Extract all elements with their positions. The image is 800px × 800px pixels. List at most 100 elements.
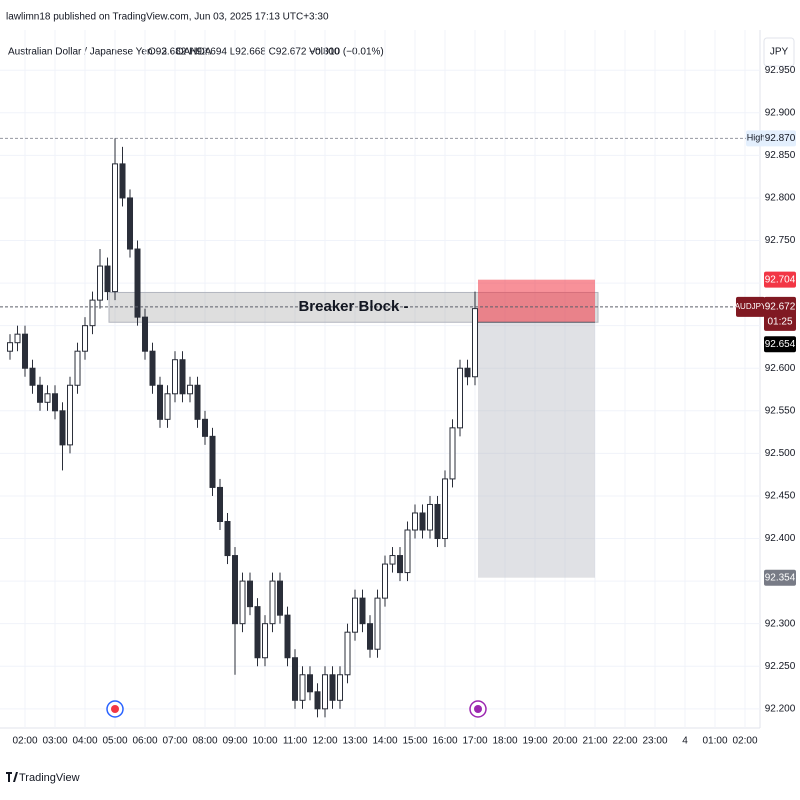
candle-body: [67, 384, 74, 446]
candle-body: [374, 597, 381, 650]
y-tick-label: 92.200: [765, 703, 796, 714]
candle-body: [127, 197, 134, 250]
candle-body: [119, 163, 126, 199]
countdown: 01:25: [767, 317, 792, 328]
event-icon-dot: [111, 705, 120, 713]
footer: TradingView: [19, 772, 80, 784]
x-tick-label: 10:00: [252, 736, 277, 747]
y-tick-label: 92.850: [765, 150, 796, 161]
plot: [0, 30, 760, 728]
candle-body: [389, 555, 396, 565]
candle-body: [397, 555, 404, 574]
candle-body: [292, 657, 299, 701]
candle-body: [449, 427, 456, 480]
candle-body: [457, 367, 464, 429]
candle-body: [277, 580, 284, 616]
last-price: 92.672: [765, 302, 796, 313]
candle-body: [382, 563, 389, 599]
candle-body: [254, 606, 261, 659]
high-value: 92.870: [765, 133, 796, 144]
x-tick-label: 01:00: [702, 736, 727, 747]
y-tick-label: 92.400: [765, 533, 796, 544]
x-tick-label: 06:00: [132, 736, 157, 747]
candle-body: [472, 308, 479, 378]
candle-body: [322, 674, 329, 710]
target-zone: [478, 322, 596, 578]
candle-body: [112, 163, 119, 293]
high-tag: High: [747, 133, 766, 143]
x-tick-label: 20:00: [552, 736, 577, 747]
y-tick-label: 92.300: [765, 618, 796, 629]
candle-body: [37, 384, 44, 403]
candle-body: [464, 367, 471, 378]
x-tick-label: 14:00: [372, 736, 397, 747]
candle-body: [194, 384, 201, 420]
currency[interactable]: JPY: [770, 47, 789, 58]
candle-body: [352, 597, 359, 633]
high-value-box: [764, 130, 796, 147]
y-tick-label: 92.500: [765, 448, 796, 459]
candle-body: [89, 299, 96, 327]
candle-body: [284, 614, 291, 659]
entry-price-box: [764, 336, 796, 353]
candle-body: [269, 580, 276, 625]
symbol: Australian Dollar / Japanese Yen · 3 · O…: [8, 47, 212, 58]
candle-body: [239, 580, 246, 625]
candle-body: [59, 410, 66, 446]
x-tick-label: 17:00: [462, 736, 487, 747]
x-tick-label: 11:00: [283, 736, 308, 747]
x-tick-label: 02:00: [12, 736, 37, 747]
y-tick-label: 92.600: [765, 363, 796, 374]
x-tick-label: 22:00: [612, 736, 637, 747]
candle-body: [299, 674, 306, 701]
candle-body: [419, 512, 426, 531]
x-tick-label: 04:00: [72, 736, 97, 747]
y-tick-label: 92.250: [765, 661, 796, 672]
candle-body: [172, 359, 179, 395]
stop-price: 92.704: [765, 274, 796, 285]
candle-body: [247, 580, 254, 608]
x-tick-label: 09:00: [222, 736, 247, 747]
x-tick-label: 19:00: [522, 736, 547, 747]
y-tick-label: 92.750: [765, 235, 796, 246]
candle-body: [209, 435, 216, 488]
x-tick-label: 07:00: [162, 736, 187, 747]
candle-body: [7, 342, 14, 352]
publisher: lawlimn18 published on TradingView.com, …: [6, 12, 329, 23]
candle-body: [157, 384, 164, 420]
x-tick-label: 4: [682, 736, 688, 747]
candle-body: [179, 359, 186, 395]
ohlc: O92.682 H92.694 L92.668 C92.672 −0.010 (…: [148, 47, 384, 58]
symbol-tag: AUDJPY: [735, 302, 767, 311]
candle-body: [134, 248, 141, 318]
candle-body: [337, 674, 344, 701]
y-tick-label: 92.800: [765, 193, 796, 204]
candle-body: [97, 265, 104, 301]
high-tag-box: [746, 130, 766, 147]
candle-body: [104, 265, 111, 293]
candle-body: [314, 691, 321, 710]
candle-body: [442, 478, 449, 540]
x-tick-label: 16:00: [432, 736, 457, 747]
candle-body: [359, 597, 366, 625]
candle-body: [74, 350, 81, 386]
x-tick-label: 05:00: [102, 736, 127, 747]
x-tick-label: 03:00: [42, 736, 67, 747]
candle-body: [22, 333, 29, 369]
candle-body: [412, 512, 419, 531]
x-tick-label: 15:00: [402, 736, 427, 747]
candle-body: [202, 418, 209, 437]
logo: TradingView: [6, 772, 80, 784]
candle-body: [149, 350, 156, 386]
breaker-block-label: Breaker Block -: [298, 298, 408, 315]
event-icon-dot: [474, 705, 483, 713]
candle-body: [307, 674, 314, 693]
currency-box[interactable]: [763, 37, 795, 67]
candle-body: [142, 316, 149, 352]
candle-body: [14, 333, 21, 344]
candle-body: [427, 503, 434, 531]
y-tick-label: 92.900: [765, 107, 796, 118]
stop-price-box: [764, 271, 796, 288]
